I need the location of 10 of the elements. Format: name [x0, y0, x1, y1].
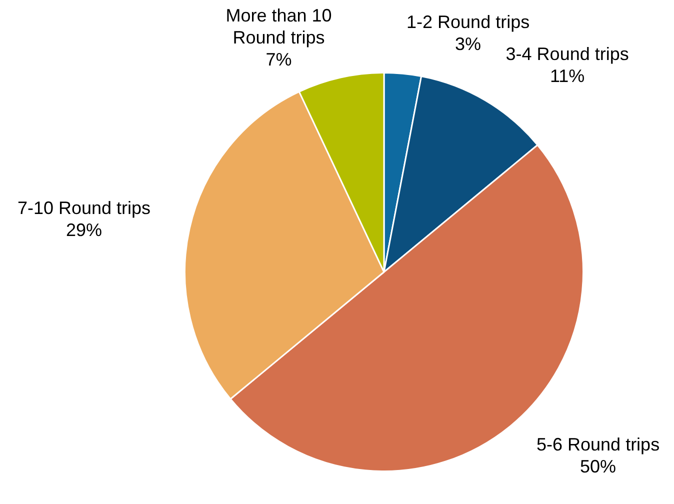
slice-label: 3-4 Round trips	[506, 44, 629, 64]
data-label: 7%	[266, 49, 292, 70]
data-label: 11%	[550, 66, 585, 86]
data-label: 3%	[455, 34, 482, 54]
data-label: 50%	[580, 456, 616, 476]
slice-label: More than 10 Round trips	[226, 5, 332, 48]
data-label: 29%	[66, 220, 102, 240]
slice-label: 5-6 Round trips	[536, 434, 660, 454]
slice-label: 1-2 Round trips	[406, 12, 530, 32]
slice-label: 7-10 Round trips	[17, 198, 151, 218]
